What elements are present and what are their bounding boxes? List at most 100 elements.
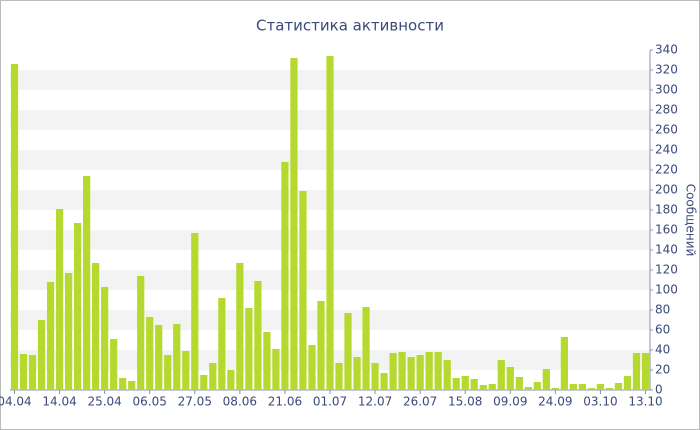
- bar: [632, 353, 641, 390]
- y-axis-label: Сообщений: [684, 184, 698, 257]
- y-tick-label: 240: [655, 143, 678, 157]
- bar: [74, 223, 82, 390]
- bar: [425, 352, 433, 390]
- x-tick-label: 06.05: [133, 395, 167, 409]
- bar: [128, 381, 136, 390]
- y-tick-label: 320: [655, 63, 678, 77]
- bar: [64, 273, 73, 390]
- bar: [398, 352, 406, 390]
- bar: [227, 370, 235, 390]
- bar: [101, 287, 109, 390]
- bar: [200, 375, 208, 390]
- bar: [191, 233, 199, 390]
- bar: [488, 384, 496, 390]
- bar: [416, 355, 424, 390]
- x-tick-label: 27.05: [178, 395, 212, 409]
- x-tick-label: 09.09: [493, 395, 527, 409]
- bar: [317, 301, 325, 390]
- bar: [335, 363, 343, 390]
- bar: [578, 384, 586, 390]
- bar: [641, 353, 650, 390]
- bar: [155, 325, 163, 390]
- x-tick-label: 08.06: [223, 395, 257, 409]
- bar: [371, 363, 379, 390]
- bar: [452, 378, 460, 390]
- x-tick-label: 14.04: [42, 395, 76, 409]
- y-tick-label: 180: [655, 203, 678, 217]
- bar: [605, 388, 614, 390]
- x-tick-label: 04.04: [0, 395, 32, 409]
- bar: [19, 354, 28, 390]
- bar: [245, 308, 253, 390]
- bar: [407, 357, 415, 390]
- bar: [110, 339, 118, 390]
- bar: [182, 351, 190, 390]
- bar: [560, 337, 568, 390]
- x-tick-label: 13.10: [628, 395, 662, 409]
- bar: [83, 176, 91, 390]
- bar: [479, 385, 487, 390]
- bar: [551, 388, 559, 390]
- y-tick-label: 260: [655, 123, 678, 137]
- bar: [119, 378, 127, 390]
- x-tick-label: 21.06: [268, 395, 302, 409]
- x-tick-label: 26.07: [403, 395, 437, 409]
- bar: [506, 367, 514, 390]
- y-tick-label: 140: [655, 243, 678, 257]
- x-tick-label: 12.07: [358, 395, 392, 409]
- bar: [524, 387, 532, 390]
- bar: [173, 324, 181, 390]
- y-tick-label: 340: [655, 43, 678, 57]
- bar: [614, 383, 623, 390]
- y-tick-label: 0: [655, 383, 663, 397]
- bar: [281, 162, 289, 390]
- bar: [299, 191, 307, 390]
- bar: [461, 376, 469, 390]
- bar: [380, 373, 388, 390]
- bar: [353, 357, 361, 390]
- bar: [587, 388, 596, 390]
- y-tick-label: 160: [655, 223, 678, 237]
- y-tick-label: 100: [655, 283, 678, 297]
- y-tick-label: 120: [655, 263, 678, 277]
- bar: [434, 352, 442, 390]
- bar: [209, 363, 217, 390]
- bar: [362, 307, 370, 390]
- bar: [164, 355, 172, 390]
- bar: [263, 332, 271, 390]
- bar: [470, 379, 478, 390]
- y-tick-label: 300: [655, 83, 678, 97]
- bar: [46, 282, 55, 390]
- bar: [92, 263, 100, 390]
- y-tick-label: 60: [655, 323, 670, 337]
- bar: [389, 353, 397, 390]
- bar: [290, 58, 298, 390]
- x-tick-label: 24.09: [538, 395, 572, 409]
- bar: [344, 313, 352, 390]
- y-tick-label: 40: [655, 343, 670, 357]
- bar: [569, 384, 577, 390]
- bar: [533, 382, 541, 390]
- bar: [596, 384, 605, 390]
- y-tick-label: 20: [655, 363, 670, 377]
- bar: [236, 263, 244, 390]
- y-tick-label: 200: [655, 183, 678, 197]
- bar: [623, 376, 632, 390]
- bar: [28, 355, 37, 390]
- bar: [542, 369, 550, 390]
- y-tick-label: 220: [655, 163, 678, 177]
- bar: [515, 377, 523, 390]
- bar: [254, 281, 262, 390]
- bar: [443, 360, 451, 390]
- x-tick-label: 01.07: [313, 395, 347, 409]
- chart-title: Статистика активности: [256, 17, 444, 35]
- x-tick-label: 25.04: [87, 395, 121, 409]
- bar: [308, 345, 316, 390]
- bar: [137, 276, 145, 390]
- bar: [37, 320, 46, 390]
- bar: [10, 64, 19, 390]
- bar: [326, 56, 334, 390]
- x-tick-label: 03.10: [583, 395, 617, 409]
- bar: [272, 349, 280, 390]
